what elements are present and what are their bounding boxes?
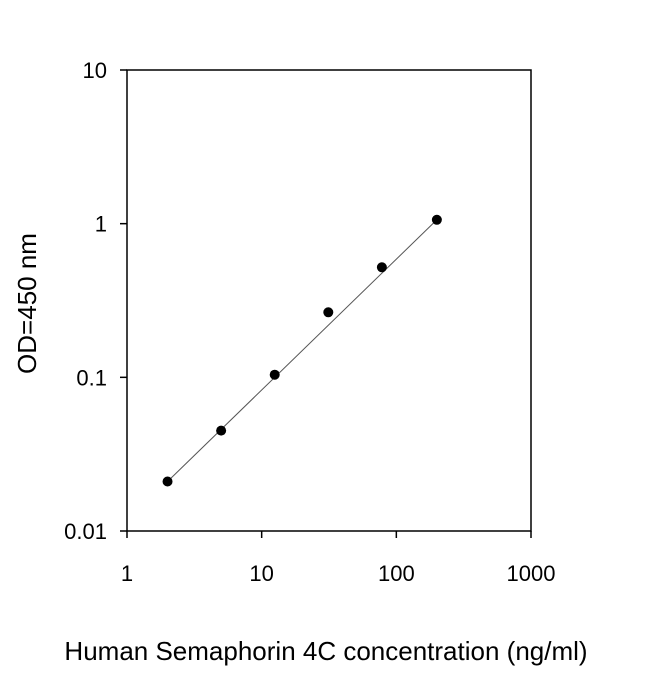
- x-axis-title: Human Semaphorin 4C concentration (ng/ml…: [64, 636, 587, 666]
- y-tick-label: 0.01: [64, 519, 107, 544]
- fit-line: [167, 219, 438, 482]
- data-point: [216, 425, 227, 436]
- data-point: [376, 262, 387, 273]
- x-tick-label: 1000: [507, 561, 556, 586]
- x-tick-label: 10: [249, 561, 273, 586]
- data-point: [269, 369, 280, 380]
- x-tick-label: 1: [121, 561, 133, 586]
- data-point: [431, 214, 442, 225]
- data-points: [162, 214, 442, 487]
- y-tick-label: 1: [95, 212, 107, 237]
- y-axis-ticks: 0.01 0.1 1 10: [64, 58, 127, 544]
- plot-frame: [126, 69, 532, 532]
- x-tick-label: 100: [378, 561, 415, 586]
- y-tick-label: 0.1: [76, 365, 107, 390]
- y-axis-title: OD=450 nm: [12, 233, 42, 374]
- data-point: [323, 307, 334, 318]
- x-axis-ticks: 1 10 100 1000: [121, 531, 556, 586]
- y-tick-label: 10: [83, 58, 107, 83]
- data-point: [162, 476, 173, 487]
